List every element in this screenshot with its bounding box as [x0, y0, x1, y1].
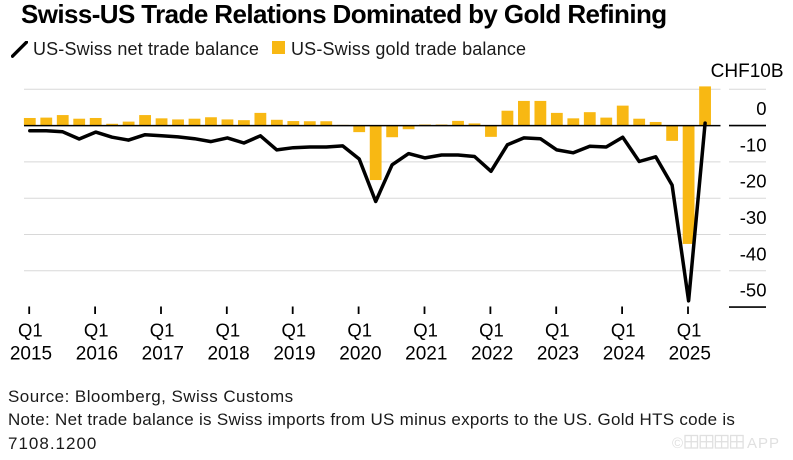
- svg-text:Q1: Q1: [479, 320, 504, 341]
- svg-text:2017: 2017: [142, 344, 184, 365]
- svg-text:Q1: Q1: [281, 320, 306, 341]
- svg-text:2018: 2018: [207, 344, 249, 365]
- svg-text:2021: 2021: [405, 344, 447, 365]
- svg-text:-50: -50: [740, 280, 767, 301]
- svg-text:-30: -30: [740, 207, 767, 228]
- svg-text:Q1: Q1: [150, 320, 175, 341]
- svg-text:2024: 2024: [603, 344, 646, 365]
- svg-text:Q1: Q1: [347, 320, 372, 341]
- svg-text:Q1: Q1: [677, 320, 702, 341]
- svg-text:0: 0: [756, 98, 766, 119]
- svg-text:2022: 2022: [471, 344, 513, 365]
- svg-text:2020: 2020: [339, 344, 381, 365]
- svg-text:2023: 2023: [537, 344, 579, 365]
- svg-text:2015: 2015: [10, 344, 52, 365]
- svg-text:Q1: Q1: [84, 320, 109, 341]
- svg-text:©: ©: [672, 435, 683, 452]
- svg-text:2025: 2025: [669, 344, 711, 365]
- svg-text:APP: APP: [747, 435, 780, 452]
- svg-text:-40: -40: [740, 243, 767, 264]
- svg-text:-20: -20: [740, 171, 767, 192]
- svg-text:Q1: Q1: [545, 320, 570, 341]
- svg-text:Q1: Q1: [216, 320, 241, 341]
- svg-text:CHF10B: CHF10B: [711, 61, 784, 82]
- svg-text:-10: -10: [740, 134, 767, 155]
- svg-text:Q1: Q1: [18, 320, 43, 341]
- svg-text:2019: 2019: [273, 344, 315, 365]
- svg-text:2016: 2016: [76, 344, 118, 365]
- svg-text:Q1: Q1: [611, 320, 636, 341]
- svg-text:Q1: Q1: [413, 320, 438, 341]
